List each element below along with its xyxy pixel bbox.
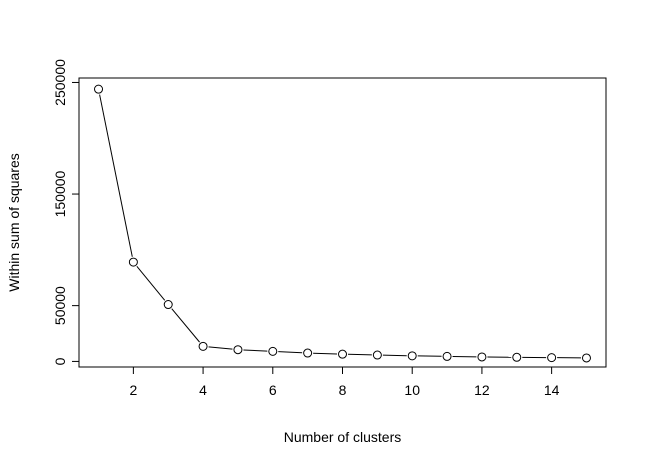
data-point [233, 345, 243, 355]
data-point [338, 349, 347, 359]
series-segment [99, 94, 133, 257]
data-point [163, 300, 173, 310]
data-point [303, 348, 313, 358]
data-point [372, 350, 382, 360]
x-tick-label: 2 [129, 382, 137, 398]
data-point [442, 351, 452, 361]
data-point [407, 351, 417, 361]
x-axis-label: Number of clusters [284, 429, 401, 445]
data-point [128, 257, 138, 267]
data-point [198, 341, 208, 351]
series-segment [278, 351, 303, 354]
x-tick-label: 10 [404, 382, 420, 398]
y-tick-label: 250000 [52, 59, 68, 106]
x-tick-label: 8 [339, 382, 347, 398]
series-segment [347, 353, 372, 356]
x-tick-label: 6 [269, 382, 277, 398]
data-point [94, 84, 104, 94]
series-segment [382, 354, 407, 357]
series-layer [94, 84, 591, 363]
y-tick-label: 150000 [52, 170, 68, 217]
x-tick-label: 4 [199, 382, 207, 398]
series-segment [208, 346, 233, 350]
x-tick-label: 12 [474, 382, 490, 398]
series-segment [171, 308, 200, 343]
y-axis-label: Within sum of squares [6, 153, 22, 292]
series-segment [136, 266, 166, 301]
y-tick-label: 50000 [52, 286, 68, 325]
x-axis: 2 4 6 8 10 12 14 [129, 367, 560, 398]
x-tick-label: 14 [544, 382, 560, 398]
y-tick-label: 0 [52, 357, 68, 365]
series-segment [313, 352, 338, 355]
data-point [477, 352, 487, 362]
data-point [268, 346, 278, 356]
data-point [512, 352, 522, 362]
y-axis: 0 50000 150000 250000 [52, 59, 79, 365]
series-segment [243, 349, 268, 352]
data-point [547, 353, 557, 363]
data-point [581, 353, 591, 363]
